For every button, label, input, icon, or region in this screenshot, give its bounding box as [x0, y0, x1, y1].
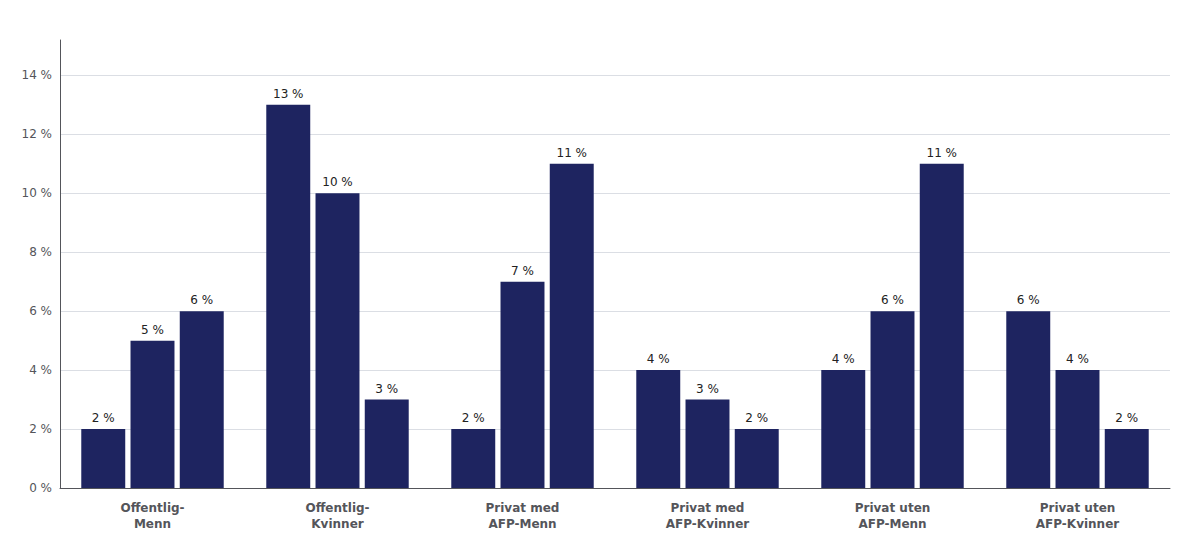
- svg-text:3 %: 3 %: [375, 382, 398, 396]
- svg-text:4 %: 4 %: [647, 352, 670, 366]
- svg-text:Privat uten: Privat uten: [855, 501, 931, 515]
- svg-text:4 %: 4 %: [29, 363, 52, 377]
- svg-text:13 %: 13 %: [273, 87, 304, 101]
- svg-text:8 %: 8 %: [29, 245, 52, 259]
- svg-text:11 %: 11 %: [926, 146, 957, 160]
- svg-text:AFP-Kvinner: AFP-Kvinner: [666, 517, 750, 531]
- svg-text:Offentlig-: Offentlig-: [120, 501, 184, 515]
- svg-text:4 %: 4 %: [832, 352, 855, 366]
- svg-text:Privat uten: Privat uten: [1040, 501, 1116, 515]
- svg-text:Privat med: Privat med: [486, 501, 560, 515]
- svg-text:2 %: 2 %: [29, 422, 52, 436]
- svg-text:AFP-Kvinner: AFP-Kvinner: [1036, 517, 1120, 531]
- svg-text:2 %: 2 %: [1115, 411, 1138, 425]
- svg-text:AFP-Menn: AFP-Menn: [488, 517, 556, 531]
- svg-text:Privat med: Privat med: [671, 501, 745, 515]
- svg-text:AFP-Menn: AFP-Menn: [858, 517, 926, 531]
- svg-text:5 %: 5 %: [141, 323, 164, 337]
- svg-text:4 %: 4 %: [1066, 352, 1089, 366]
- svg-text:6 %: 6 %: [881, 293, 904, 307]
- svg-text:12 %: 12 %: [22, 127, 53, 141]
- svg-text:6 %: 6 %: [1017, 293, 1040, 307]
- svg-text:Offentlig-: Offentlig-: [305, 501, 369, 515]
- svg-text:11 %: 11 %: [556, 146, 587, 160]
- svg-text:2 %: 2 %: [92, 411, 115, 425]
- svg-text:3 %: 3 %: [696, 382, 719, 396]
- svg-text:14 %: 14 %: [22, 68, 53, 82]
- svg-text:6 %: 6 %: [190, 293, 213, 307]
- svg-text:Kvinner: Kvinner: [311, 517, 363, 531]
- svg-text:7 %: 7 %: [511, 264, 534, 278]
- svg-text:0 %: 0 %: [29, 481, 52, 495]
- svg-text:2 %: 2 %: [745, 411, 768, 425]
- svg-text:Menn: Menn: [134, 517, 171, 531]
- svg-text:10 %: 10 %: [322, 175, 353, 189]
- svg-text:10 %: 10 %: [22, 186, 53, 200]
- svg-text:6 %: 6 %: [29, 304, 52, 318]
- svg-text:2 %: 2 %: [462, 411, 485, 425]
